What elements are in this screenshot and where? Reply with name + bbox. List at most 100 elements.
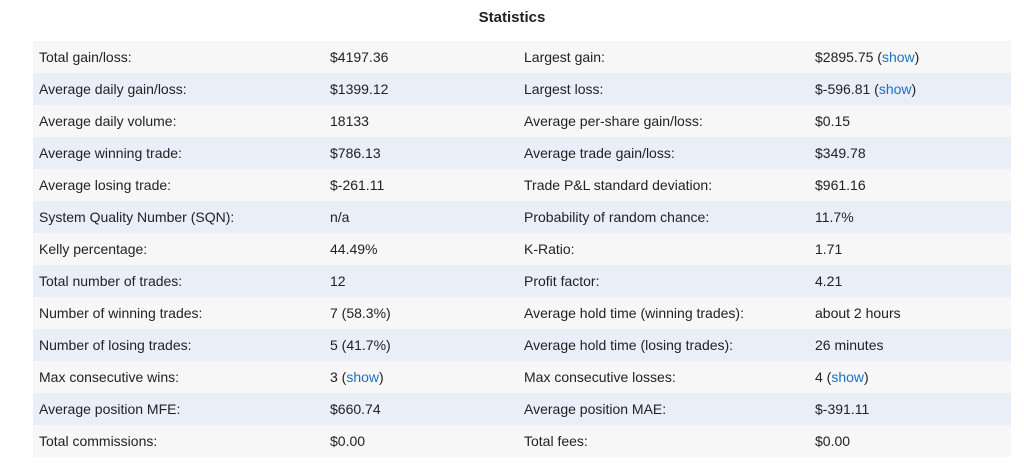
paren-open: ( <box>870 81 879 97</box>
stat-value-text: 5 (41.7%) <box>330 337 391 353</box>
stat-label-total-number-of-trades: Total number of trades: <box>33 265 330 297</box>
stat-label-total-commissions: Total commissions: <box>33 425 330 457</box>
stat-label-system-quality-number-sqn: System Quality Number (SQN): <box>33 201 330 233</box>
stat-value-total-gain-loss: $4197.36 <box>330 41 524 73</box>
stat-label-number-of-losing-trades: Number of losing trades: <box>33 329 330 361</box>
stat-value-average-daily-gain-loss: $1399.12 <box>330 73 524 105</box>
table-row: Max consecutive wins: 3 (show) Max consecu… <box>33 361 1011 393</box>
stat-label-average-hold-time-winning-trades: Average hold time (winning trades): <box>524 297 815 329</box>
stat-label-average-hold-time-losing-trades: Average hold time (losing trades): <box>524 329 815 361</box>
statistics-table: Total gain/loss: $4197.36 Largest gain: $28… <box>33 41 1011 457</box>
stat-label-number-of-winning-trades: Number of winning trades: <box>33 297 330 329</box>
stat-value-text: 4 <box>815 369 823 385</box>
stat-label-probability-of-random-chance: Probability of random chance: <box>524 201 815 233</box>
stat-label-k-ratio: K-Ratio: <box>524 233 815 265</box>
stat-value-kelly-percentage: 44.49% <box>330 233 524 265</box>
stat-label-average-daily-gain-loss: Average daily gain/loss: <box>33 73 330 105</box>
statistics-title: Statistics <box>478 9 546 26</box>
paren-close: ) <box>911 81 917 97</box>
stat-value-text: 4.21 <box>815 273 843 289</box>
stat-value-number-of-losing-trades: 5 (41.7%) <box>330 329 524 361</box>
stat-value-probability-of-random-chance: 11.7% <box>815 201 1011 233</box>
table-row: Average winning trade: $786.13 Average tra… <box>33 137 1011 169</box>
stat-value-text: $4197.36 <box>330 49 389 65</box>
stat-label-average-losing-trade: Average losing trade: <box>33 169 330 201</box>
stat-value-text: about 2 hours <box>815 305 901 321</box>
stat-label-kelly-percentage: Kelly percentage: <box>33 233 330 265</box>
table-row: Average position MFE: $660.74 Average posi… <box>33 393 1011 425</box>
stat-value-average-position-mae: $-391.11 <box>815 393 1011 425</box>
stat-value-text: n/a <box>330 209 350 225</box>
stat-value-total-commissions: $0.00 <box>330 425 524 457</box>
stat-value-text: 1.71 <box>815 241 843 257</box>
stat-value-text: $0.00 <box>815 433 851 449</box>
stat-label-average-per-share-gain-loss: Average per-share gain/loss: <box>524 105 815 137</box>
paren-close: ) <box>864 369 869 385</box>
stat-label-average-trade-gain-loss: Average trade gain/loss: <box>524 137 815 169</box>
stat-value-average-losing-trade: $-261.11 <box>330 169 524 201</box>
stat-value-text: 3 <box>330 369 338 385</box>
stat-label-average-daily-volume: Average daily volume: <box>33 105 330 137</box>
stat-label-trade-p-l-standard-deviation: Trade P&L standard deviation: <box>524 169 815 201</box>
table-row: Total gain/loss: $4197.36 Largest gain: $28… <box>33 41 1011 73</box>
stat-value-text: 11.7% <box>815 209 854 225</box>
stat-value-profit-factor: 4.21 <box>815 265 1011 297</box>
paren-open: ( <box>822 369 832 385</box>
table-row: System Quality Number (SQN): n/a Probabili… <box>33 201 1011 233</box>
stat-label-total-gain-loss: Total gain/loss: <box>33 41 330 73</box>
stat-value-text: 44.49% <box>330 241 378 257</box>
stat-value-average-winning-trade: $786.13 <box>330 137 524 169</box>
show-link[interactable]: show <box>881 49 915 65</box>
show-link[interactable]: show <box>831 369 865 385</box>
stat-value-text: 7 (58.3%) <box>330 305 391 321</box>
table-row: Number of losing trades: 5 (41.7%) Average… <box>33 329 1011 361</box>
stat-value-text: 18133 <box>330 113 369 129</box>
show-link[interactable]: show <box>346 369 380 385</box>
stat-value-number-of-winning-trades: 7 (58.3%) <box>330 297 524 329</box>
stat-value-text: $1399.12 <box>330 81 389 97</box>
table-row: Total number of trades: 12 Profit factor: 4… <box>33 265 1011 297</box>
stat-value-largest-gain: $2895.75 (show) <box>815 41 1011 73</box>
stat-value-average-trade-gain-loss: $349.78 <box>815 137 1011 169</box>
stat-value-text: $961.16 <box>815 177 866 193</box>
stat-value-average-hold-time-losing-trades: 26 minutes <box>815 329 1011 361</box>
stat-label-average-position-mae: Average position MAE: <box>524 393 815 425</box>
stat-value-text: $660.74 <box>330 401 381 417</box>
stat-value-k-ratio: 1.71 <box>815 233 1011 265</box>
stat-value-max-consecutive-wins: 3 (show) <box>330 361 524 393</box>
paren-open: ( <box>873 49 882 65</box>
stat-value-text: $0.15 <box>815 113 851 129</box>
table-row: Total commissions: $0.00 Total fees: $0.00 <box>33 425 1011 457</box>
table-row: Average daily volume: 18133 Average per-sh… <box>33 105 1011 137</box>
stat-value-text: 12 <box>330 273 346 289</box>
paren-close: ) <box>379 369 384 385</box>
table-row: Average daily gain/loss: $1399.12 Largest … <box>33 73 1011 105</box>
stat-value-largest-loss: $-596.81 (show) <box>815 73 1011 105</box>
stat-value-text: $2895.75 <box>815 49 874 65</box>
stat-value-text: $-596.81 <box>815 81 871 97</box>
table-row: Kelly percentage: 44.49% K-Ratio: 1.71 <box>33 233 1011 265</box>
table-row: Number of winning trades: 7 (58.3%) Averag… <box>33 297 1011 329</box>
stat-label-total-fees: Total fees: <box>524 425 815 457</box>
paren-close: ) <box>914 49 920 65</box>
stat-value-trade-p-l-standard-deviation: $961.16 <box>815 169 1011 201</box>
stat-label-largest-gain: Largest gain: <box>524 41 815 73</box>
stat-value-text: 26 minutes <box>815 337 884 353</box>
stat-value-system-quality-number-sqn: n/a <box>330 201 524 233</box>
stat-value-average-hold-time-winning-trades: about 2 hours <box>815 297 1011 329</box>
stat-label-average-position-mfe: Average position MFE: <box>33 393 330 425</box>
stat-value-total-fees: $0.00 <box>815 425 1011 457</box>
table-row: Average losing trade: $-261.11 Trade P&L s… <box>33 169 1011 201</box>
stat-value-average-per-share-gain-loss: $0.15 <box>815 105 1011 137</box>
show-link[interactable]: show <box>878 81 912 97</box>
stat-label-max-consecutive-losses: Max consecutive losses: <box>524 361 815 393</box>
stat-label-largest-loss: Largest loss: <box>524 73 815 105</box>
paren-open: ( <box>337 369 347 385</box>
stat-value-text: $0.00 <box>330 433 366 449</box>
stat-value-text: $349.78 <box>815 145 866 161</box>
statistics-table-body: Total gain/loss: $4197.36 Largest gain: $28… <box>33 41 1011 457</box>
stat-label-max-consecutive-wins: Max consecutive wins: <box>33 361 330 393</box>
stat-label-profit-factor: Profit factor: <box>524 265 815 297</box>
stat-value-text: $-261.11 <box>330 177 385 193</box>
stat-value-average-position-mfe: $660.74 <box>330 393 524 425</box>
